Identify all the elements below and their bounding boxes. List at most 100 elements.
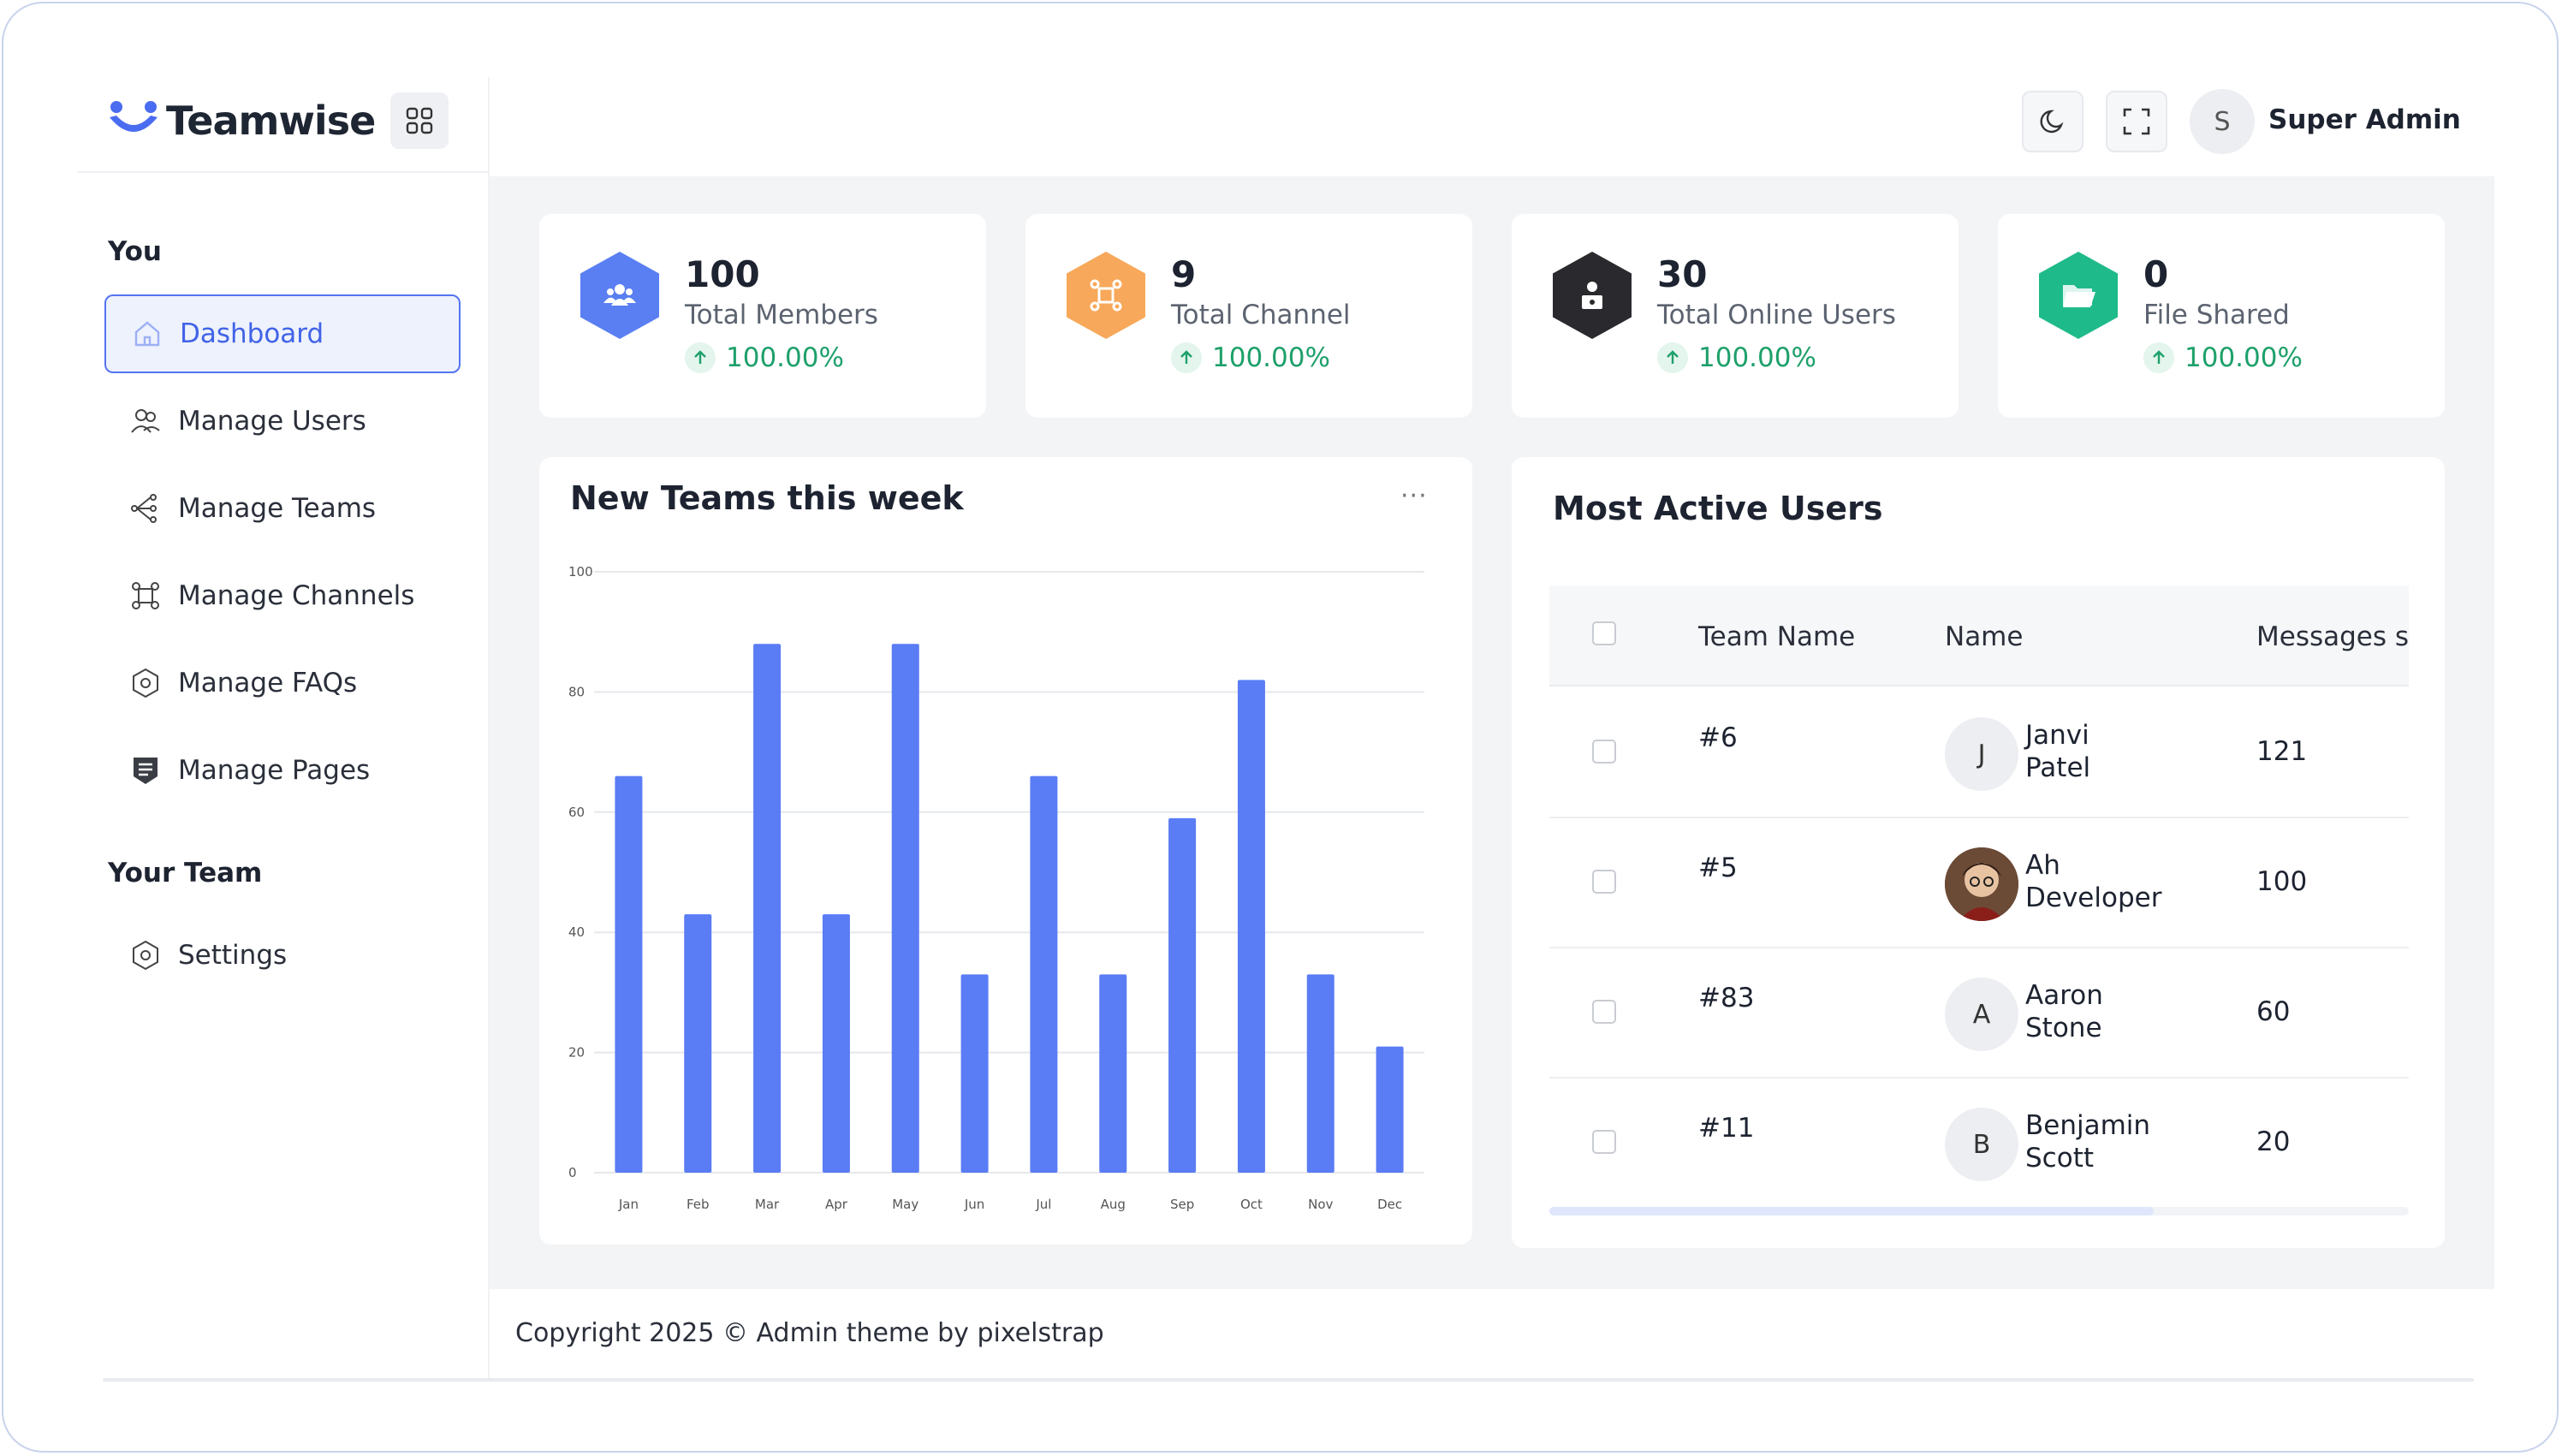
sidebar-item-settings[interactable]: Settings [104,916,461,995]
sidebar-item-manage-teams[interactable]: Manage Teams [104,469,461,548]
last-name: Patel [2025,752,2091,783]
active-users-title: Most Active Users [1553,490,1883,527]
section-title-you: You [108,236,162,267]
row-checkbox[interactable] [1592,1130,1616,1154]
horizontal-scrollbar[interactable] [1549,1207,2409,1215]
faq-icon [128,666,163,700]
users-icon [128,404,163,438]
folder-icon [2039,252,2118,339]
message-count: 121 [2256,736,2308,767]
bar[interactable] [1306,974,1334,1173]
last-name: Scott [2025,1143,2094,1174]
more-options-icon[interactable]: ··· [1400,481,1428,511]
stat-value: 30 [1657,253,1708,295]
arrow-up-icon [685,342,716,373]
grid-icon [406,107,433,134]
user-name[interactable]: Super Admin [2268,104,2461,135]
sidebar-item-label: Manage FAQs [178,668,358,698]
select-all-checkbox[interactable] [1592,621,1616,645]
dark-mode-toggle-button[interactable] [2022,91,2083,152]
sidebar-item-manage-pages[interactable]: Manage Pages [104,731,461,810]
bar[interactable] [1168,817,1197,1173]
brand[interactable]: Teamwise [106,91,376,151]
team-name: #5 [1698,853,1738,883]
stat-change: 100.00% [1171,342,1330,373]
member-name: Ah Developer [2025,849,2162,914]
table-row[interactable]: #11 B Benjamin Scott 20 [1549,1079,2409,1209]
teamwise-logo-icon [110,101,158,132]
bar[interactable] [1099,974,1127,1173]
team-name: #83 [1698,983,1755,1013]
profile-photo [1945,847,2018,921]
bar[interactable] [1237,680,1265,1173]
sidebar-divider [488,77,490,1378]
fullscreen-button[interactable] [2106,91,2167,152]
bar[interactable] [960,974,989,1173]
member-name: Janvi Patel [2025,719,2154,784]
bar[interactable] [822,914,850,1173]
bar[interactable] [891,644,919,1173]
row-checkbox[interactable] [1592,870,1616,894]
bar[interactable] [1030,776,1058,1173]
sidebar-item-label: Manage Users [178,406,366,437]
chart-title: New Teams this week [570,479,964,517]
sidebar-item-manage-faqs[interactable]: Manage FAQs [104,644,461,722]
table-row[interactable]: #5 Ah Developer 100 [1549,818,2409,948]
online-users-icon [1553,252,1632,339]
stat-change: 100.00% [685,342,844,373]
x-tick-label: Feb [687,1197,710,1212]
avatar: B [1945,1108,2018,1181]
copyright-text: Copyright 2025 © Admin theme by pixelstr… [515,1318,1104,1348]
last-name: Stone [2025,1013,2102,1043]
last-name: Developer [2025,883,2162,913]
x-tick-label: Nov [1308,1197,1333,1212]
sidebar-item-manage-users[interactable]: Manage Users [104,382,461,461]
channels-icon [128,579,163,613]
bar[interactable] [1376,1046,1404,1173]
table-row[interactable]: #83 A Aaron Stone 60 [1549,948,2409,1079]
section-title-your-team: Your Team [108,858,263,888]
stat-label: Total Channel [1171,300,1351,330]
first-name: Benjamin [2025,1110,2151,1141]
stat-card-channel: 9 Total Channel 100.00% [1025,214,1472,418]
user-avatar[interactable]: S [2190,89,2255,154]
table-header: Team Name Name Messages s [1549,585,2409,686]
x-tick-label: Aug [1101,1197,1126,1212]
x-tick-label: Mar [755,1197,780,1212]
menu-toggle-button[interactable] [390,92,449,149]
bar[interactable] [615,776,643,1173]
sidebar-item-dashboard[interactable]: Dashboard [104,294,461,373]
stat-value: 0 [2143,253,2169,295]
active-users-card: Most Active Users Team Name Name Message… [1512,457,2445,1248]
x-tick-label: Apr [825,1197,848,1212]
stat-change-value: 100.00% [1698,342,1816,373]
member-name: Benjamin Scott [2025,1109,2154,1174]
stat-value: 9 [1171,253,1197,295]
sidebar-item-manage-channels[interactable]: Manage Channels [104,556,461,635]
column-header[interactable]: Name [1945,621,2024,652]
settings-icon [128,938,163,972]
message-count: 100 [2256,866,2308,897]
row-checkbox[interactable] [1592,1000,1616,1024]
bar[interactable] [753,644,782,1173]
scrollbar-thumb[interactable] [1549,1207,2154,1215]
table-row[interactable]: #6 J Janvi Patel 121 [1549,688,2409,818]
x-tick-label: Sep [1170,1197,1194,1212]
y-tick-label: 40 [568,924,585,940]
home-icon [130,317,164,351]
column-header[interactable]: Team Name [1698,621,1856,652]
stat-card-online-users: 30 Total Online Users 100.00% [1512,214,1959,418]
bar[interactable] [684,914,712,1173]
bar-chart: 0 20 40 60 80 100 Jan Feb Mar Apr May Jun Jul Aug Sep O… [568,564,1424,1212]
first-name: Janvi [2025,720,2089,751]
sidebar-item-label: Manage Channels [178,580,415,611]
channel-icon [1067,252,1145,339]
row-checkbox[interactable] [1592,740,1616,764]
footer: Copyright 2025 © Admin theme by pixelstr… [490,1289,2494,1378]
fullscreen-icon [2123,108,2150,135]
stat-change-value: 100.00% [1212,342,1330,373]
x-tick-label: May [892,1197,918,1212]
column-header[interactable]: Messages s [2256,621,2410,652]
stat-change: 100.00% [1657,342,1816,373]
